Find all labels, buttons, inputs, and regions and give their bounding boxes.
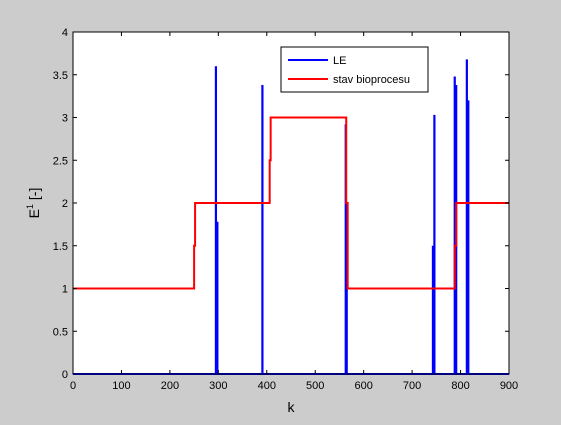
x-tick-label: 200 (161, 380, 179, 392)
y-tick-label: 2.5 (53, 155, 68, 167)
x-axis-label: k (288, 399, 296, 415)
y-axis-label-main: E (26, 209, 42, 218)
y-tick-label: 4 (62, 27, 68, 39)
y-tick-label: 3.5 (53, 70, 68, 82)
y-tick-label: 2 (62, 198, 68, 210)
y-tick-label: 0 (62, 369, 68, 381)
x-tick-label: 700 (403, 380, 421, 392)
legend-label-le: LE (333, 55, 346, 67)
x-tick-label: 100 (112, 380, 130, 392)
legend: LE stav bioprocesu (281, 47, 428, 92)
x-tick-label: 300 (209, 380, 227, 392)
y-axis-label: E1 [-] (25, 188, 42, 219)
legend-label-stav-bioprocesu: stav bioprocesu (333, 74, 410, 86)
y-tick-label: 1 (62, 284, 68, 296)
x-tick-label: 0 (70, 380, 76, 392)
x-tick-label: 900 (500, 380, 518, 392)
y-tick-label: 1.5 (53, 241, 68, 253)
x-tick-label: 500 (306, 380, 324, 392)
x-tick-label: 600 (354, 380, 372, 392)
y-axis-label-rest: [-] (26, 188, 42, 204)
y-tick-label: 0.5 (53, 326, 68, 338)
y-tick-label: 3 (62, 113, 68, 125)
x-tick-label: 800 (451, 380, 469, 392)
x-tick-label: 400 (258, 380, 276, 392)
